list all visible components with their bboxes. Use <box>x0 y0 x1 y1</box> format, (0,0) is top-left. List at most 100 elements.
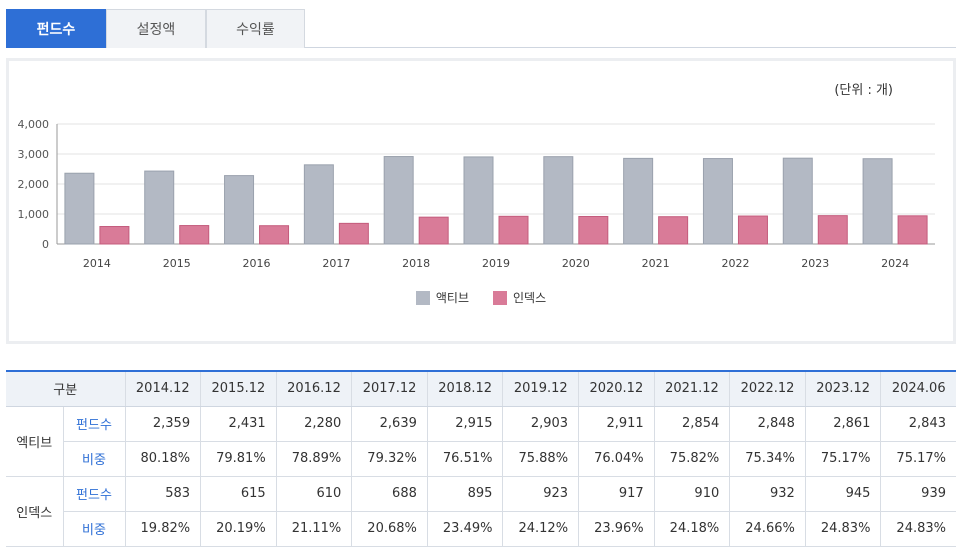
legend-swatch-index <box>493 290 507 305</box>
bar-index <box>658 216 689 245</box>
bar-active <box>463 156 494 245</box>
row-sub-label: 펀드수 <box>62 476 125 512</box>
table-cell: 24.18% <box>653 511 730 547</box>
table-cell: 75.17% <box>804 441 881 477</box>
bar-active <box>144 170 175 245</box>
bar-active <box>64 172 95 245</box>
table-column-header: 2017.12 <box>351 370 428 407</box>
table-cell: 2,903 <box>502 406 579 442</box>
table-cell: 2,843 <box>880 406 956 442</box>
x-tick-label: 2018 <box>402 257 430 270</box>
bar-index <box>259 225 290 245</box>
table-cell: 23.49% <box>426 511 503 547</box>
table-cell: 2,848 <box>729 406 806 442</box>
data-table: 구분 2014.12 2015.12 2016.12 2017.12 2018.12 20… <box>6 370 956 547</box>
table-cell: 610 <box>275 476 352 512</box>
row-sub-label: 펀드수 <box>62 406 125 442</box>
table-cell: 20.19% <box>200 511 277 547</box>
row-sub-label: 비중 <box>62 511 125 547</box>
legend-item-index[interactable]: 인덱스 <box>493 289 546 306</box>
table-column-header: 2018.12 <box>426 370 503 407</box>
table-cell: 21.11% <box>275 511 352 547</box>
x-tick-label: 2024 <box>881 257 909 270</box>
bar-active <box>383 156 414 245</box>
bar-active <box>224 175 255 245</box>
x-tick-label: 2017 <box>322 257 350 270</box>
table-column-header: 2021.12 <box>653 370 730 407</box>
table-row: 비중 80.18% 79.81% 78.89% 79.32% 76.51% 75.88% 76… <box>6 441 956 477</box>
table-cell: 923 <box>502 476 579 512</box>
legend-label-active: 액티브 <box>435 291 469 305</box>
x-tick-label: 2014 <box>83 257 111 270</box>
table-cell: 2,280 <box>275 406 352 442</box>
y-tick-label: 1,000 <box>18 208 50 221</box>
bar-active <box>543 156 574 245</box>
unit-label: (단위 : 개) <box>834 83 893 98</box>
bar-active <box>862 158 893 245</box>
row-group-label: 인덱스 <box>6 476 63 547</box>
x-tick-label: 2019 <box>482 257 510 270</box>
bar-index <box>418 216 449 245</box>
table-cell: 24.66% <box>729 511 806 547</box>
table-cell: 75.17% <box>880 441 956 477</box>
table-cell: 76.51% <box>426 441 503 477</box>
x-tick-label: 2016 <box>243 257 271 270</box>
table-column-header: 2020.12 <box>578 370 655 407</box>
bar-index <box>179 225 210 245</box>
table-cell: 2,431 <box>200 406 277 442</box>
table-row: 비중 19.82% 20.19% 21.11% 20.68% 23.49% 24.12% 23… <box>6 511 956 547</box>
table-column-header: 2016.12 <box>275 370 352 407</box>
bar-active <box>303 164 334 245</box>
legend-swatch-active <box>415 290 430 305</box>
table-cell: 2,854 <box>653 406 730 442</box>
y-tick-label: 2,000 <box>18 178 50 191</box>
table-column-header: 2024.06 <box>880 370 956 407</box>
y-tick-label: 0 <box>42 238 49 251</box>
x-tick-label: 2015 <box>163 257 191 270</box>
bar-active <box>702 158 733 245</box>
table-cell: 75.82% <box>653 441 730 477</box>
table-cell: 76.04% <box>578 441 655 477</box>
table-cell: 910 <box>653 476 730 512</box>
tab-return[interactable]: 수익률 <box>206 9 305 48</box>
row-sub-label: 비중 <box>62 441 125 477</box>
x-tick-label: 2022 <box>721 257 749 270</box>
table-cell: 80.18% <box>124 441 201 477</box>
bar-index <box>897 215 928 245</box>
table-column-header: 2014.12 <box>124 370 201 407</box>
bar-index <box>578 215 609 245</box>
table-cell: 75.88% <box>502 441 579 477</box>
table-cell: 2,359 <box>124 406 201 442</box>
bar-index <box>737 215 768 245</box>
table-row: 엑티브 펀드수 2,359 2,431 2,280 2,639 2,915 2,903 2,91… <box>6 406 956 477</box>
x-tick-label: 2023 <box>801 257 829 270</box>
bar-index <box>498 215 529 245</box>
chart-panel: (단위 : 개) 0 1,000 2,000 3,000 4,000 2014 2015 20… <box>6 58 956 344</box>
table-cell: 79.81% <box>200 441 277 477</box>
table-cell: 688 <box>351 476 428 512</box>
tab-fund-count[interactable]: 펀드수 <box>6 9 106 48</box>
bar-index <box>338 222 369 245</box>
x-tick-label: 2021 <box>642 257 670 270</box>
table-cell: 19.82% <box>124 511 201 547</box>
table-header-row: 구분 2014.12 2015.12 2016.12 2017.12 2018.12 20… <box>6 370 956 407</box>
bar-active <box>782 157 813 245</box>
table-cell: 24.83% <box>880 511 956 547</box>
table-cell: 917 <box>578 476 655 512</box>
table-cell: 945 <box>804 476 881 512</box>
x-tick-label: 2020 <box>562 257 590 270</box>
table-column-header: 2019.12 <box>502 370 579 407</box>
table-cell: 2,915 <box>426 406 503 442</box>
legend-item-active[interactable]: 액티브 <box>415 289 469 306</box>
table-cell: 24.12% <box>502 511 579 547</box>
table-cell: 78.89% <box>275 441 352 477</box>
table-column-header: 2015.12 <box>200 370 277 407</box>
table-column-header: 2022.12 <box>729 370 806 407</box>
table-cell: 79.32% <box>351 441 428 477</box>
chart-legend: 액티브 인덱스 <box>9 289 953 306</box>
table-row: 인덱스 펀드수 583 615 610 688 895 923 917 910 932 945 939 <box>6 476 956 547</box>
row-group-label: 엑티브 <box>6 406 63 477</box>
table-cell: 615 <box>200 476 277 512</box>
table-cell: 2,861 <box>804 406 881 442</box>
tab-amount[interactable]: 설정액 <box>106 9 206 48</box>
